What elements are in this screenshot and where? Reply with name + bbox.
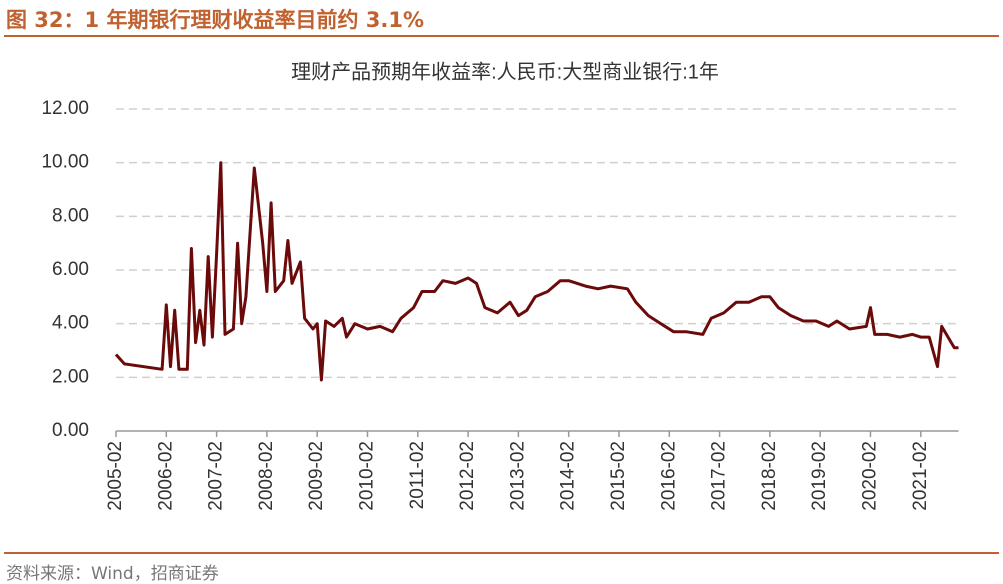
x-tick-label: 2015-02 [608, 441, 629, 511]
x-tick-label: 2018-02 [759, 441, 780, 511]
chart-title: 理财产品预期年收益率:人民币:大型商业银行:1年 [291, 60, 719, 83]
x-tick-label: 2021-02 [910, 441, 931, 511]
x-tick-label: 2013-02 [507, 441, 528, 511]
x-tick-label: 2009-02 [306, 441, 327, 511]
header-title: 图 32：1 年期银行理财收益率目前约 3.1% [6, 8, 425, 32]
x-tick-label: 2014-02 [558, 441, 579, 511]
footer-rule [4, 552, 999, 554]
x-tick-label: 2007-02 [206, 441, 227, 511]
x-tick-label: 2017-02 [709, 441, 730, 511]
y-tick-label: 8.00 [52, 205, 89, 226]
y-tick-label: 10.00 [41, 152, 89, 173]
x-tick-label: 2012-02 [457, 441, 478, 511]
y-tick-label: 12.00 [41, 98, 89, 119]
x-tick-label: 2006-02 [155, 441, 176, 511]
chart: 理财产品预期年收益率:人民币:大型商业银行:1年 0.00 2.00 4.00 6.0… [41, 60, 959, 511]
y-tick-label: 2.00 [52, 366, 89, 387]
x-tick-label: 2010-02 [357, 441, 378, 511]
y-tick-label: 6.00 [52, 259, 89, 280]
header-rule [4, 35, 999, 37]
line-series [114, 161, 959, 382]
x-tick-label: 2008-02 [256, 441, 277, 511]
x-tick-label: 2005-02 [105, 441, 126, 511]
source-note: 资料来源：Wind，招商证券 [6, 564, 219, 584]
y-tick-label: 4.00 [52, 313, 89, 334]
x-tick-label: 2019-02 [809, 441, 830, 511]
x-tick-label: 2011-02 [407, 441, 428, 509]
x-tick-label: 2020-02 [859, 441, 880, 511]
x-tick-label: 2016-02 [658, 441, 679, 511]
y-tick-label: 0.00 [52, 420, 89, 441]
